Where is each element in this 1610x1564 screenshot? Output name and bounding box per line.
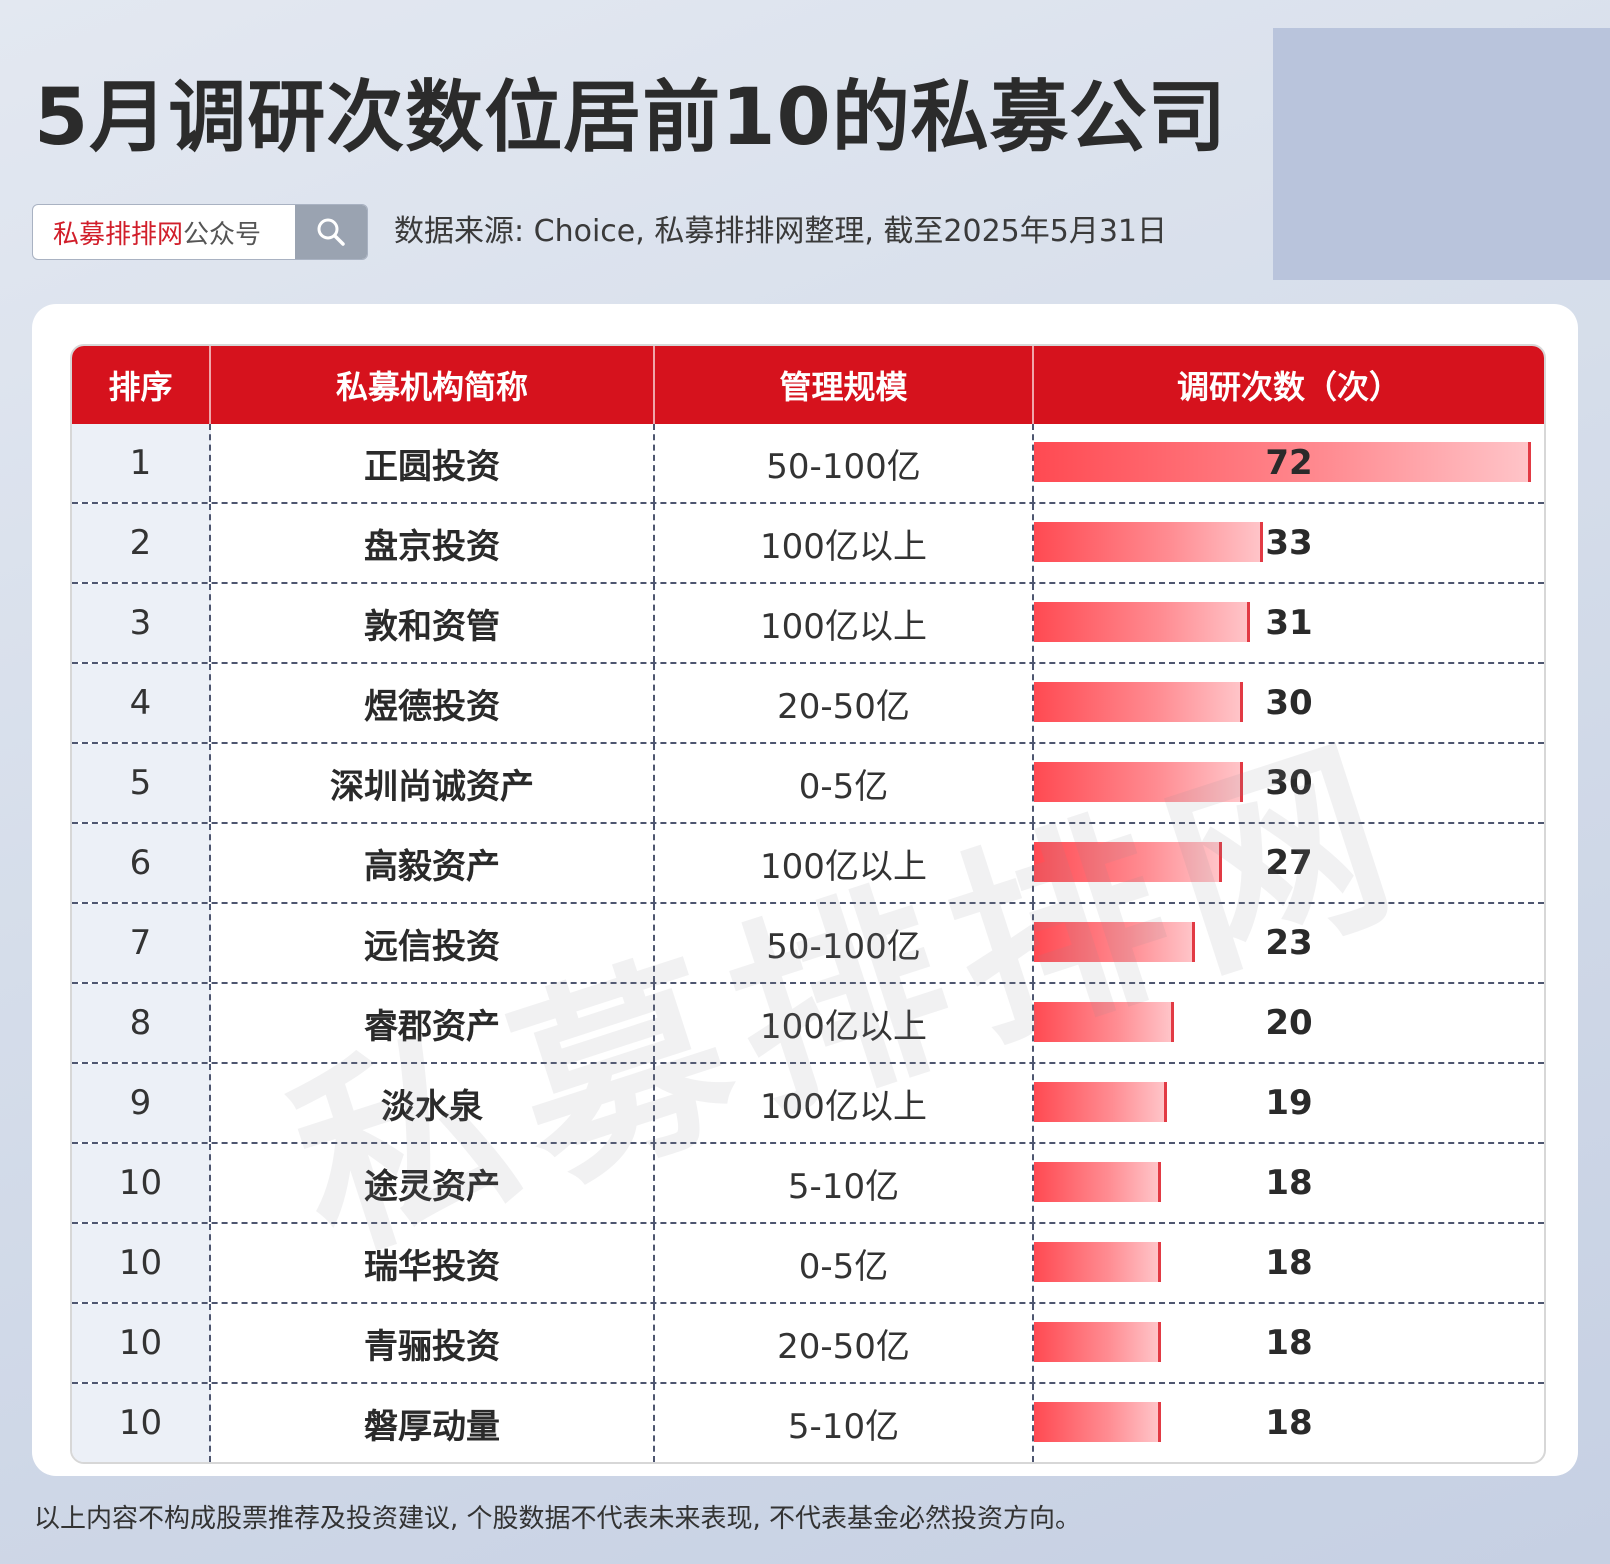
count-cell: 30	[1034, 664, 1544, 742]
rank-cell: 2	[72, 504, 211, 582]
table-card: 排序 私募机构简称 管理规模 调研次数（次） 1 正圆投资 50-100亿 72 2 盘京…	[32, 304, 1578, 1476]
count-cell: 18	[1034, 1224, 1544, 1302]
name-cell: 高毅资产	[211, 824, 655, 902]
rank-cell: 5	[72, 744, 211, 822]
rank-cell: 4	[72, 664, 211, 742]
name-cell: 远信投资	[211, 904, 655, 982]
name-cell: 淡水泉	[211, 1064, 655, 1142]
count-cell: 33	[1034, 504, 1544, 582]
scale-cell: 100亿以上	[655, 584, 1034, 662]
data-source: 数据来源: Choice, 私募排排网整理, 截至2025年5月31日	[394, 214, 1167, 249]
scale-cell: 100亿以上	[655, 504, 1034, 582]
count-cell: 30	[1034, 744, 1544, 822]
scale-cell: 0-5亿	[655, 744, 1034, 822]
header-rank: 排序	[72, 346, 211, 424]
count-bar	[1034, 1002, 1174, 1042]
scale-cell: 5-10亿	[655, 1384, 1034, 1462]
rank-cell: 9	[72, 1064, 211, 1142]
header-scale: 管理规模	[655, 346, 1034, 424]
table-row: 10 青骊投资 20-50亿 18	[72, 1302, 1544, 1382]
table-row: 2 盘京投资 100亿以上 33	[72, 502, 1544, 582]
scale-cell: 50-100亿	[655, 424, 1034, 502]
scale-cell: 100亿以上	[655, 984, 1034, 1062]
page-title: 5月调研次数位居前10的私募公司	[34, 73, 1227, 163]
table-row: 6 高毅资产 100亿以上 27	[72, 822, 1544, 902]
table-row: 7 远信投资 50-100亿 23	[72, 902, 1544, 982]
rank-cell: 10	[72, 1384, 211, 1462]
rank-cell: 8	[72, 984, 211, 1062]
count-bar	[1034, 1162, 1161, 1202]
count-cell: 19	[1034, 1064, 1544, 1142]
table-row: 10 磐厚动量 5-10亿 18	[72, 1382, 1544, 1462]
table-row: 5 深圳尚诚资产 0-5亿 30	[72, 742, 1544, 822]
background-panel	[1273, 28, 1610, 280]
table-row: 10 途灵资产 5-10亿 18	[72, 1142, 1544, 1222]
scale-cell: 0-5亿	[655, 1224, 1034, 1302]
count-cell: 31	[1034, 584, 1544, 662]
count-cell: 20	[1034, 984, 1544, 1062]
scale-cell: 100亿以上	[655, 824, 1034, 902]
rank-cell: 6	[72, 824, 211, 902]
count-bar	[1034, 922, 1195, 962]
name-cell: 睿郡资产	[211, 984, 655, 1062]
count-cell: 18	[1034, 1384, 1544, 1462]
count-bar	[1034, 602, 1250, 642]
count-cell: 18	[1034, 1144, 1544, 1222]
table-row: 9 淡水泉 100亿以上 19	[72, 1062, 1544, 1142]
name-cell: 青骊投资	[211, 1304, 655, 1382]
name-cell: 正圆投资	[211, 424, 655, 502]
table-row: 3 敦和资管 100亿以上 31	[72, 582, 1544, 662]
count-cell: 72	[1034, 424, 1544, 502]
rank-cell: 3	[72, 584, 211, 662]
table-row: 10 瑞华投资 0-5亿 18	[72, 1222, 1544, 1302]
name-cell: 敦和资管	[211, 584, 655, 662]
rank-cell: 10	[72, 1224, 211, 1302]
rank-cell: 7	[72, 904, 211, 982]
count-bar	[1034, 522, 1263, 562]
search-button[interactable]	[295, 205, 367, 259]
rank-cell: 1	[72, 424, 211, 502]
count-bar	[1034, 682, 1243, 722]
header-name: 私募机构简称	[211, 346, 655, 424]
scale-cell: 20-50亿	[655, 664, 1034, 742]
count-bar	[1034, 1402, 1161, 1442]
count-bar	[1034, 1322, 1161, 1362]
table-row: 8 睿郡资产 100亿以上 20	[72, 982, 1544, 1062]
brand-suffix: 公众号	[183, 219, 262, 250]
brand-search-box[interactable]: 私募排排网 公众号	[32, 204, 368, 260]
count-cell: 18	[1034, 1304, 1544, 1382]
count-bar	[1034, 1242, 1161, 1282]
scale-cell: 5-10亿	[655, 1144, 1034, 1222]
scale-cell: 100亿以上	[655, 1064, 1034, 1142]
name-cell: 深圳尚诚资产	[211, 744, 655, 822]
name-cell: 途灵资产	[211, 1144, 655, 1222]
count-cell: 27	[1034, 824, 1544, 902]
count-bar	[1034, 762, 1243, 802]
name-cell: 磐厚动量	[211, 1384, 655, 1462]
scale-cell: 50-100亿	[655, 904, 1034, 982]
name-cell: 盘京投资	[211, 504, 655, 582]
name-cell: 瑞华投资	[211, 1224, 655, 1302]
table-row: 1 正圆投资 50-100亿 72	[72, 424, 1544, 502]
table-header: 排序 私募机构简称 管理规模 调研次数（次）	[72, 346, 1544, 424]
name-cell: 煜德投资	[211, 664, 655, 742]
ranking-table: 排序 私募机构简称 管理规模 调研次数（次） 1 正圆投资 50-100亿 72 2 盘京…	[70, 344, 1546, 1464]
table-row: 4 煜德投资 20-50亿 30	[72, 662, 1544, 742]
brand-label: 私募排排网 公众号	[33, 205, 295, 259]
header-count: 调研次数（次）	[1176, 368, 1401, 406]
search-icon	[317, 218, 345, 246]
count-cell: 23	[1034, 904, 1544, 982]
count-bar	[1034, 1082, 1167, 1122]
rank-cell: 10	[72, 1144, 211, 1222]
table-body: 1 正圆投资 50-100亿 72 2 盘京投资 100亿以上 33 3 敦和资管 100亿以上 31…	[72, 424, 1544, 1462]
count-bar	[1034, 842, 1222, 882]
disclaimer: 以上内容不构成股票推荐及投资建议, 个股数据不代表未来表现, 不代表基金必然投资…	[34, 1504, 1082, 1534]
scale-cell: 20-50亿	[655, 1304, 1034, 1382]
count-bar	[1034, 442, 1531, 482]
rank-cell: 10	[72, 1304, 211, 1382]
brand-name: 私募排排网	[53, 219, 184, 250]
